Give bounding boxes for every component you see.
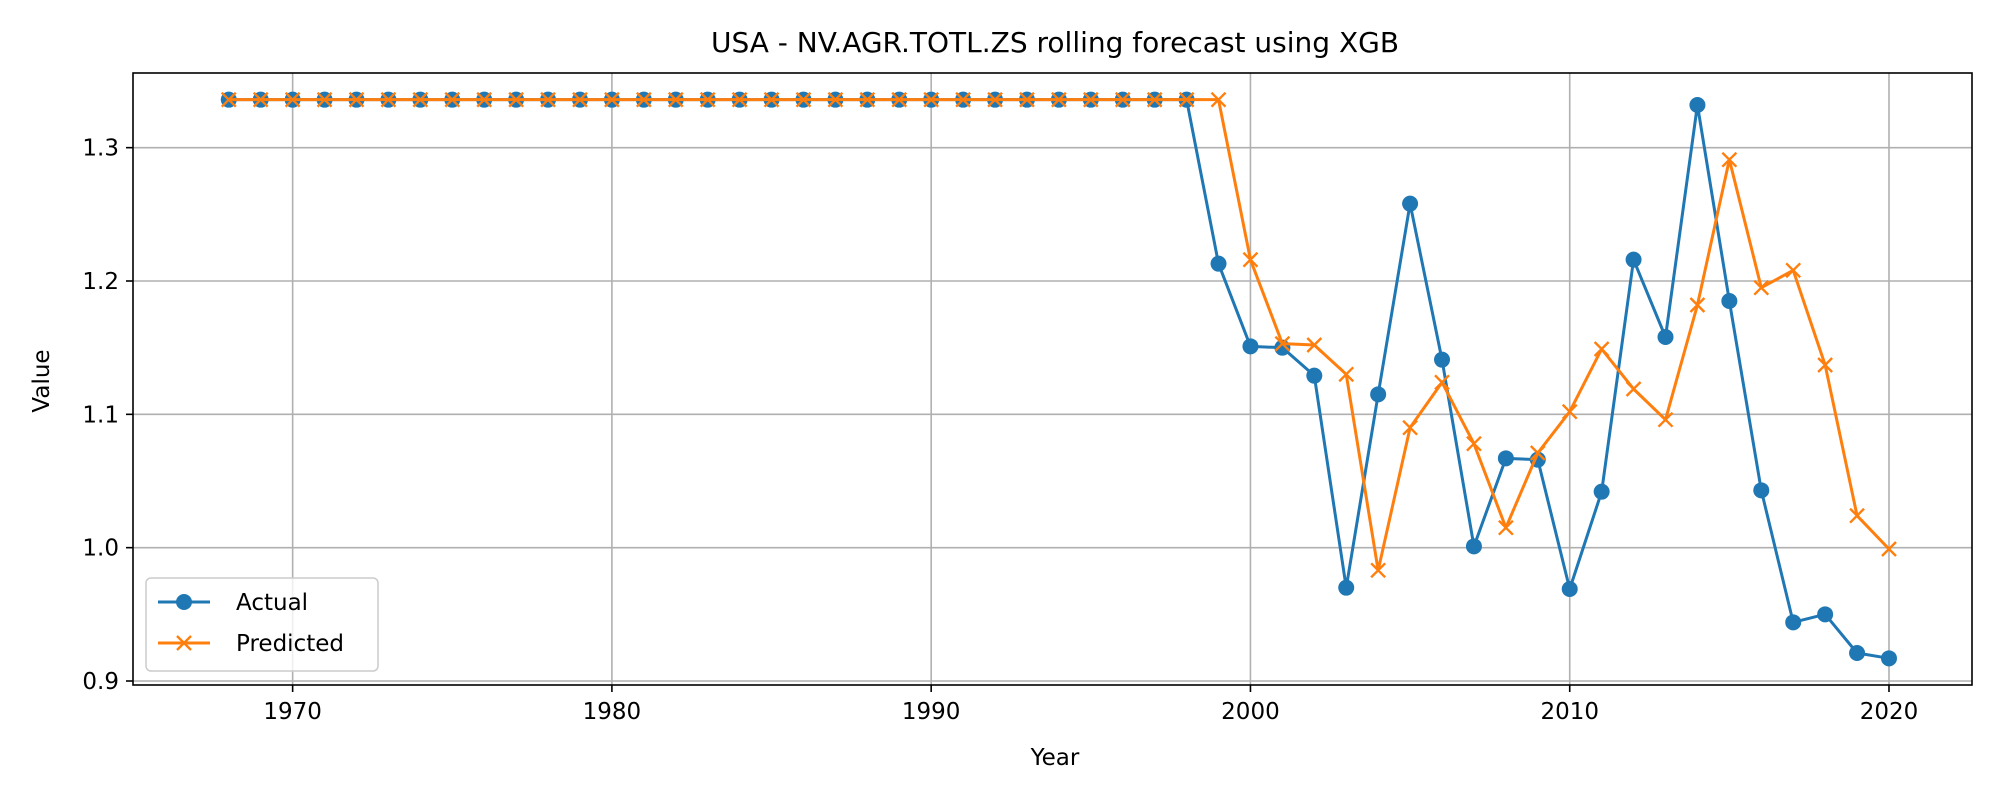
legend-label-predicted: Predicted	[236, 631, 344, 657]
data-point-predicted	[1593, 341, 1610, 357]
data-point-actual	[1434, 351, 1451, 368]
data-point-predicted	[1817, 357, 1833, 373]
data-point-predicted	[1721, 151, 1738, 168]
data-point-actual	[1402, 195, 1419, 212]
data-point-predicted	[1434, 374, 1450, 391]
data-point-actual	[1753, 482, 1770, 499]
data-point-predicted	[316, 91, 333, 108]
data-point-predicted	[1849, 507, 1865, 524]
data-point-predicted	[1753, 279, 1770, 296]
data-point-predicted	[1498, 519, 1514, 536]
data-point-predicted	[763, 91, 780, 108]
data-point-predicted	[795, 91, 812, 108]
x-tick-label: 1970	[263, 699, 322, 725]
grid	[133, 73, 1972, 685]
data-point-predicted	[284, 91, 301, 108]
x-tick-label: 1990	[902, 699, 961, 725]
data-point-predicted	[1785, 262, 1802, 279]
data-point-actual	[1370, 386, 1387, 403]
data-point-predicted	[220, 91, 237, 108]
data-point-predicted	[859, 91, 876, 108]
data-point-predicted	[699, 91, 716, 108]
data-point-predicted	[540, 91, 556, 108]
legend: Actual Predicted	[145, 577, 379, 672]
series-predicted	[220, 91, 1897, 579]
data-point-predicted	[1370, 562, 1387, 579]
data-point-actual	[1465, 538, 1482, 555]
data-point-predicted	[1689, 297, 1706, 313]
data-point-actual	[1785, 614, 1802, 631]
data-point-predicted	[1338, 366, 1355, 383]
data-point-actual	[1625, 251, 1642, 268]
data-point-predicted	[252, 91, 269, 108]
data-point-predicted	[1529, 445, 1546, 461]
data-point-actual	[1689, 97, 1706, 113]
data-point-predicted	[1114, 91, 1131, 108]
y-tick-label: 1.3	[82, 136, 119, 162]
legend-marker-predicted	[176, 635, 192, 651]
data-point-actual	[1338, 579, 1355, 596]
data-point-predicted	[348, 91, 365, 108]
data-point-actual	[1657, 329, 1674, 345]
data-point-predicted	[731, 91, 748, 108]
data-point-actual	[1210, 255, 1227, 272]
data-point-predicted	[1019, 91, 1035, 108]
x-tick-label: 2010	[1540, 699, 1599, 725]
data-point-predicted	[604, 91, 620, 108]
data-point-predicted	[667, 91, 684, 108]
data-point-predicted	[1625, 381, 1642, 397]
data-point-predicted	[635, 91, 652, 108]
data-point-predicted	[412, 91, 429, 108]
data-point-predicted	[987, 91, 1003, 108]
y-tick-label: 1.0	[82, 536, 119, 562]
data-point-predicted	[1082, 91, 1099, 108]
data-point-actual	[1721, 293, 1738, 309]
data-point-predicted	[1561, 403, 1578, 420]
y-axis-label: Value	[29, 349, 55, 412]
data-point-actual	[1561, 581, 1578, 597]
data-point-actual	[1593, 483, 1610, 500]
data-point-predicted	[1210, 91, 1227, 108]
data-point-predicted	[1274, 335, 1291, 352]
data-point-predicted	[508, 91, 524, 108]
data-point-predicted	[923, 91, 940, 108]
data-point-actual	[1817, 606, 1834, 623]
data-point-predicted	[827, 91, 844, 108]
data-point-actual	[1849, 645, 1866, 661]
data-point-actual	[1880, 650, 1897, 667]
series-layer	[220, 91, 1897, 667]
data-point-actual	[1497, 450, 1514, 467]
data-point-predicted	[891, 91, 908, 108]
plot-frame	[132, 72, 1973, 686]
data-point-predicted	[476, 91, 493, 108]
x-tick-label: 1980	[583, 699, 642, 725]
y-tick-label: 1.2	[82, 269, 119, 295]
data-point-predicted	[1466, 435, 1482, 452]
data-point-predicted	[1402, 419, 1418, 436]
legend-marker-actual	[176, 594, 192, 610]
x-axis-label: Year	[1030, 745, 1080, 771]
chart-title: USA - NV.AGR.TOTL.ZS rolling forecast us…	[711, 26, 1399, 59]
data-point-predicted	[1306, 337, 1323, 353]
data-point-predicted	[380, 91, 397, 108]
data-point-predicted	[1051, 91, 1067, 108]
data-point-actual	[1242, 338, 1259, 355]
legend-label-actual: Actual	[236, 590, 308, 616]
data-point-predicted	[1657, 411, 1674, 428]
data-point-predicted	[1178, 91, 1195, 108]
data-point-predicted	[1242, 251, 1259, 268]
y-tick-label: 0.9	[82, 669, 119, 695]
data-point-actual	[1306, 367, 1323, 384]
data-point-predicted	[444, 91, 461, 108]
ticks: 1970 1980 1990 2000 2010 2020 0.9 1.0 1.1 1.2 1.3	[82, 136, 1918, 725]
x-tick-label: 2020	[1860, 699, 1919, 725]
data-point-predicted	[1146, 91, 1163, 108]
y-tick-label: 1.1	[82, 402, 119, 428]
x-tick-label: 2000	[1221, 699, 1280, 725]
data-point-predicted	[1881, 541, 1897, 557]
data-point-predicted	[572, 91, 588, 108]
data-point-predicted	[955, 91, 971, 108]
